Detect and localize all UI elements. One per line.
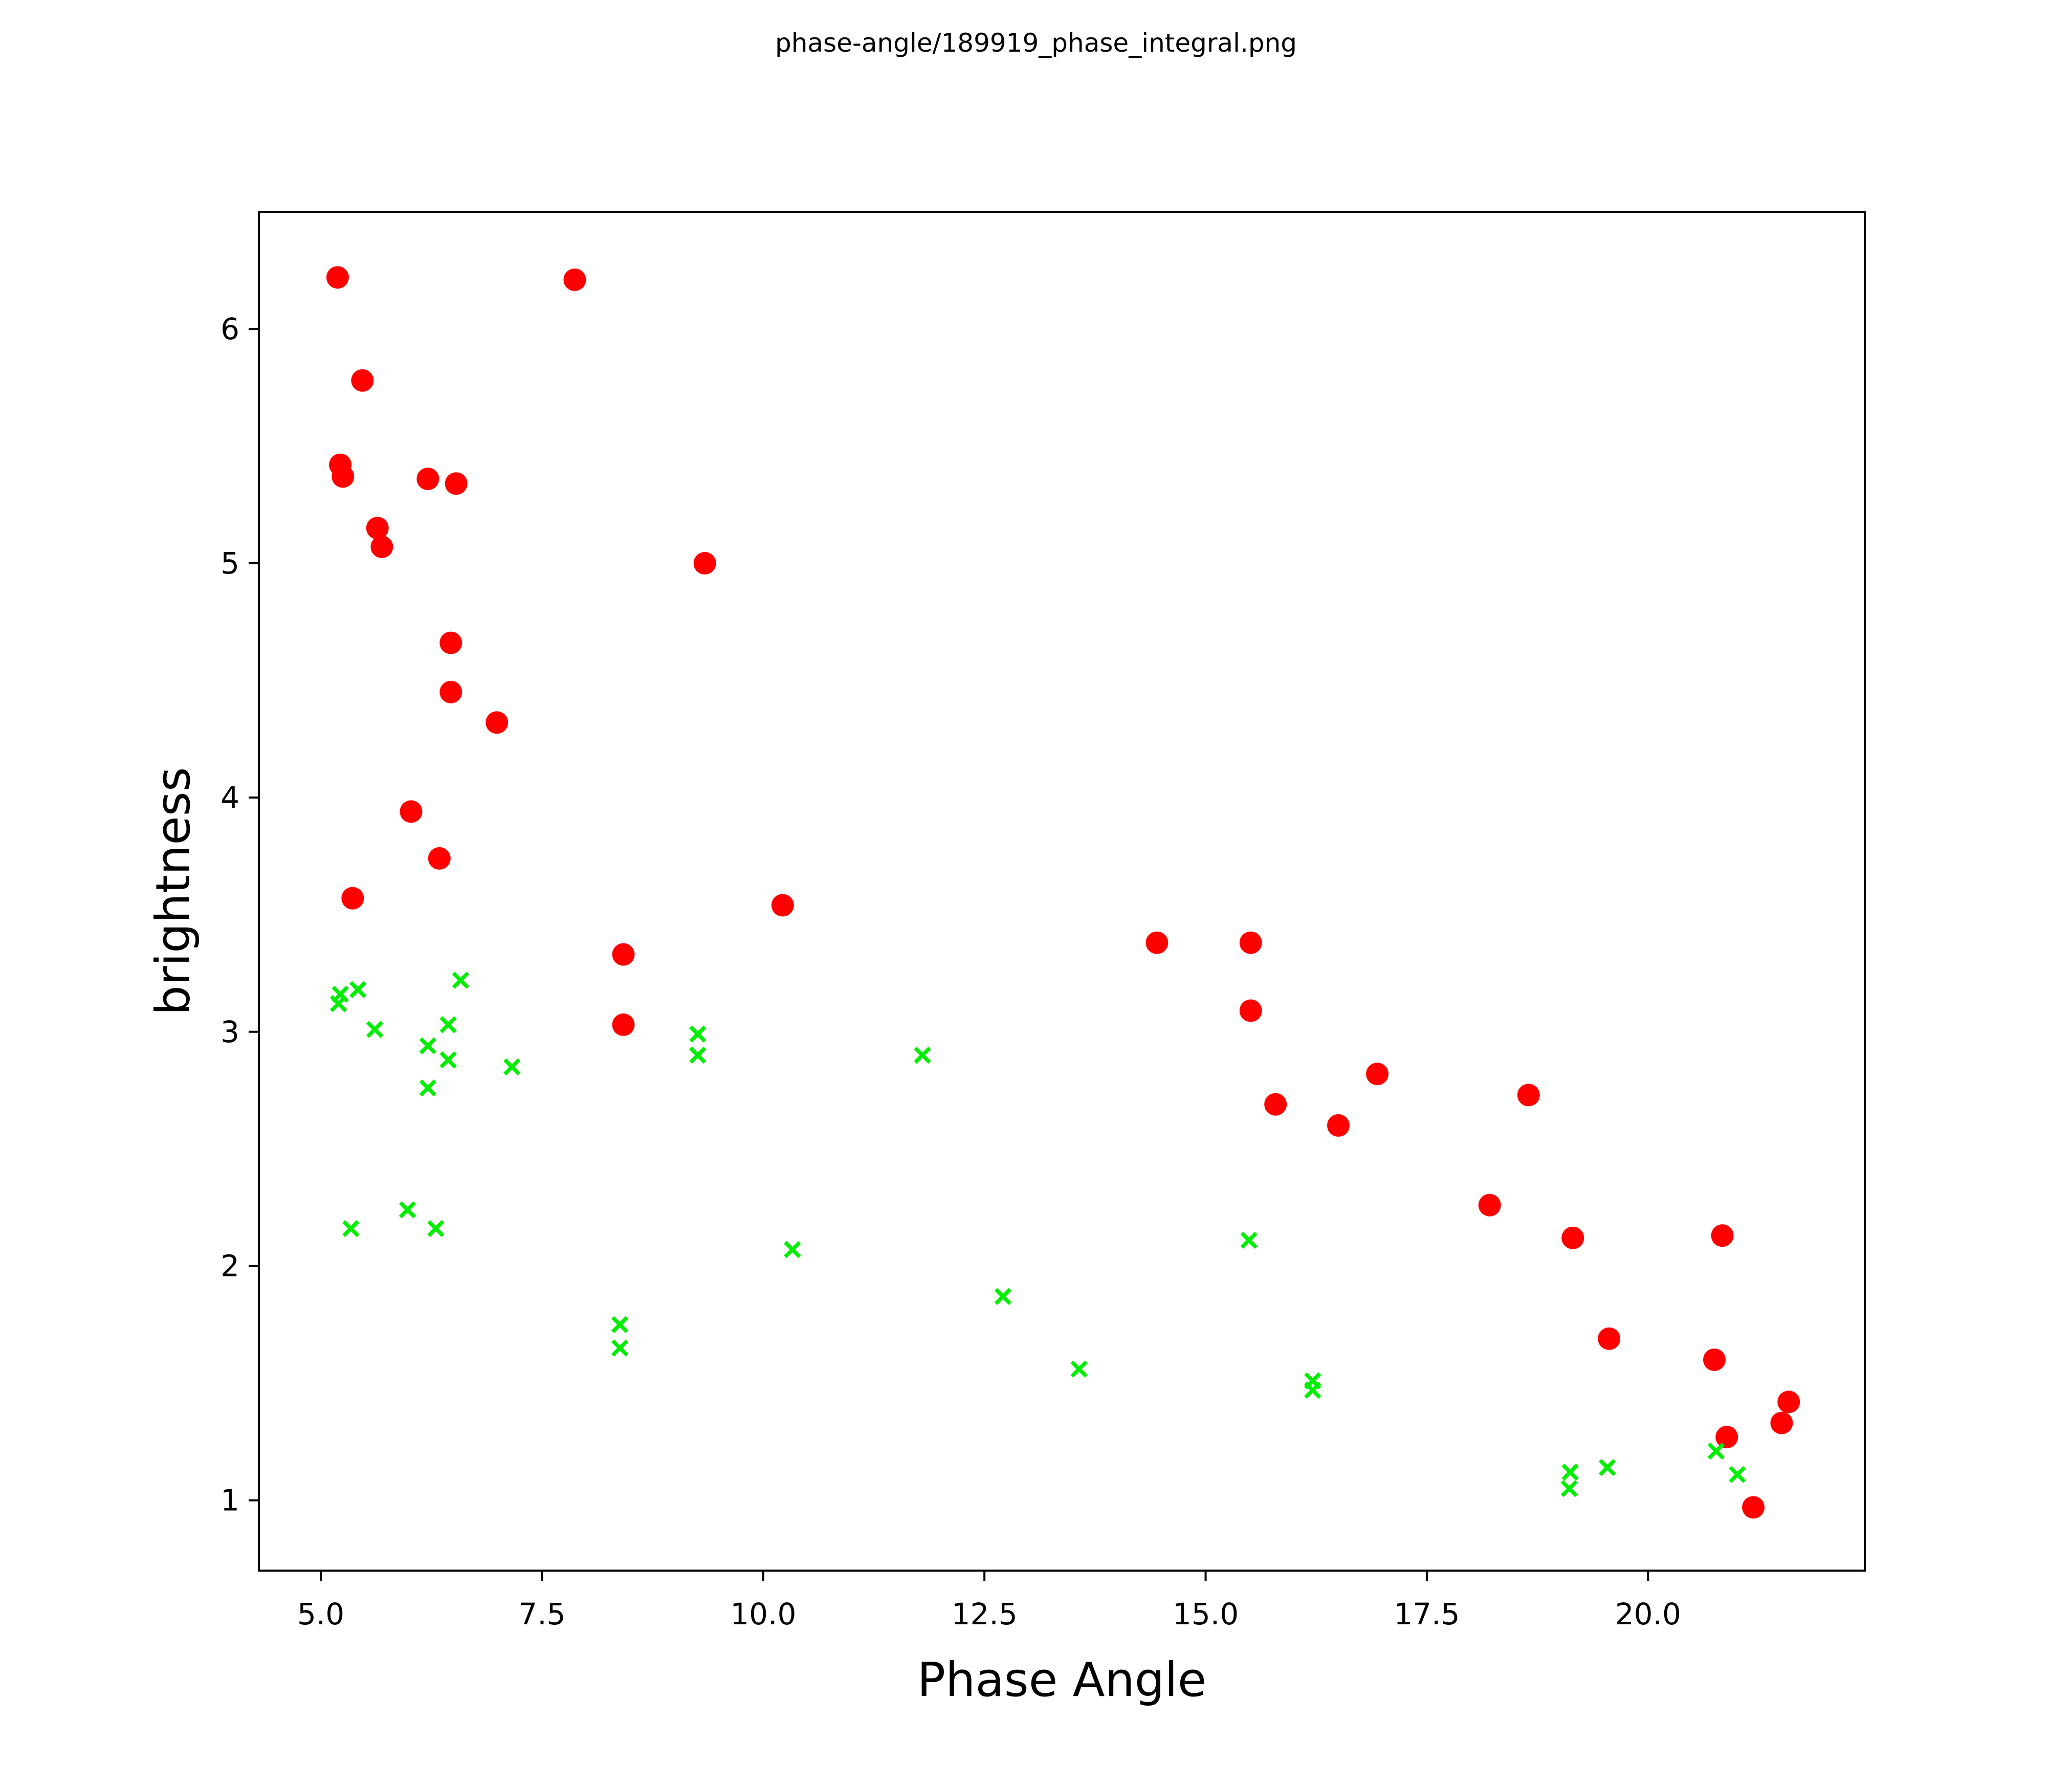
x-axis-label: Phase Angle <box>917 1652 1207 1707</box>
data-point-red-circle <box>1561 1226 1584 1249</box>
data-point-green-x <box>1304 1381 1321 1399</box>
x-tick-label: 7.5 <box>518 1597 565 1631</box>
axes-frame <box>258 211 1866 1572</box>
y-tick-label: 6 <box>221 312 239 346</box>
data-point-green-x <box>689 1025 707 1043</box>
data-point-red-circle <box>1517 1084 1540 1107</box>
data-point-red-circle <box>341 887 364 910</box>
data-point-red-circle <box>1598 1327 1621 1350</box>
data-point-red-circle <box>1239 931 1262 954</box>
data-point-red-circle <box>563 268 586 291</box>
data-point-red-circle <box>486 711 509 734</box>
data-point-red-circle <box>612 943 635 966</box>
data-point-red-circle <box>332 465 355 488</box>
data-point-green-x <box>1560 1480 1578 1497</box>
data-point-green-x <box>1240 1231 1258 1249</box>
data-point-green-x <box>503 1058 521 1076</box>
data-point-green-x <box>399 1201 416 1219</box>
data-point-green-x <box>994 1288 1012 1305</box>
data-point-green-x <box>1561 1464 1579 1481</box>
data-point-green-x <box>419 1079 436 1097</box>
data-point-green-x <box>784 1241 801 1259</box>
data-point-green-x <box>366 1021 384 1038</box>
y-tick-label: 4 <box>221 780 239 815</box>
data-point-green-x <box>1729 1466 1746 1483</box>
data-point-green-x <box>419 1037 436 1054</box>
data-point-red-circle <box>428 847 451 870</box>
x-tick-label: 5.0 <box>297 1597 344 1631</box>
data-point-red-circle <box>439 631 462 654</box>
data-point-red-circle <box>439 680 462 703</box>
y-tick-label: 2 <box>221 1249 239 1284</box>
data-point-red-circle <box>445 472 468 495</box>
data-point-red-circle <box>400 800 423 823</box>
x-tick-label: 15.0 <box>1173 1597 1239 1631</box>
y-tick-label: 1 <box>221 1483 239 1518</box>
data-point-green-x <box>1070 1360 1088 1378</box>
data-point-red-circle <box>351 369 374 392</box>
data-point-green-x <box>427 1220 445 1238</box>
data-point-red-circle <box>1703 1348 1726 1371</box>
data-point-green-x <box>689 1046 707 1064</box>
data-point-green-x <box>342 1220 360 1238</box>
data-point-red-circle <box>612 1013 635 1036</box>
data-point-red-circle <box>1239 999 1262 1022</box>
data-point-red-circle <box>1327 1114 1350 1137</box>
data-point-green-x <box>611 1339 629 1357</box>
data-point-red-circle <box>1366 1063 1389 1086</box>
data-point-red-circle <box>1145 931 1169 954</box>
y-tick-label: 5 <box>221 546 239 581</box>
data-point-red-circle <box>416 468 439 491</box>
data-point-red-circle <box>1264 1093 1287 1116</box>
data-point-red-circle <box>1715 1425 1738 1448</box>
data-point-red-circle <box>1777 1391 1800 1414</box>
x-tick-label: 12.5 <box>952 1597 1018 1631</box>
data-point-green-x <box>330 995 347 1012</box>
x-tick-label: 17.5 <box>1394 1597 1460 1631</box>
data-point-red-circle <box>1711 1224 1734 1247</box>
data-point-red-circle <box>370 535 393 558</box>
data-point-green-x <box>439 1016 457 1033</box>
data-point-green-x <box>349 981 367 998</box>
data-point-green-x <box>1599 1459 1616 1476</box>
y-axis-label: brightness <box>146 767 201 1015</box>
x-tick-label: 10.0 <box>730 1597 796 1631</box>
x-tick-label: 20.0 <box>1615 1597 1681 1631</box>
y-tick-label: 3 <box>221 1014 239 1049</box>
figure-title: phase-angle/189919_phase_integral.png <box>775 28 1297 58</box>
data-point-green-x <box>452 972 469 989</box>
data-point-green-x <box>439 1051 457 1069</box>
data-point-green-x <box>1707 1442 1725 1460</box>
data-point-red-circle <box>693 551 716 575</box>
data-point-red-circle <box>1770 1411 1793 1435</box>
data-point-green-x <box>914 1046 931 1064</box>
data-point-red-circle <box>366 517 389 540</box>
data-point-red-circle <box>771 894 794 917</box>
data-point-red-circle <box>326 266 349 289</box>
data-point-green-x <box>611 1316 629 1333</box>
data-point-red-circle <box>1742 1496 1765 1519</box>
data-point-red-circle <box>1478 1194 1501 1217</box>
